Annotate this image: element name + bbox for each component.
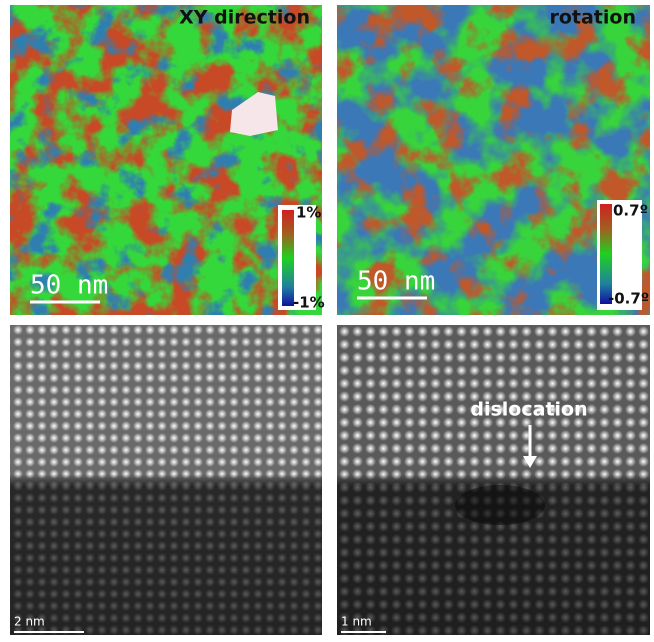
strain-map: XY direction 50 nm 1% -1% xyxy=(10,5,325,315)
scale-bar-label: 1 nm xyxy=(341,615,372,629)
figure: XY direction 50 nm 1% -1% rotation 50 nm… xyxy=(0,0,654,638)
scale-bar-label: 50 nm xyxy=(357,267,435,297)
stem-image: 2 nm xyxy=(10,325,322,635)
annotation: dislocation xyxy=(470,399,587,421)
scale-bar-label: 2 nm xyxy=(14,615,45,629)
colorbar-min: -1% xyxy=(293,294,325,312)
panel-title: XY direction xyxy=(179,7,310,29)
colorbar-max: 0.7º xyxy=(613,202,648,220)
panel-title: rotation xyxy=(549,7,636,29)
rotation-map: rotation 50 nm 0.7º -0.7º xyxy=(337,5,650,315)
scale-bar-label: 50 nm xyxy=(30,271,108,301)
colorbar-max: 1% xyxy=(296,204,321,222)
colorbar-min: -0.7º xyxy=(608,290,649,308)
stem-image: dislocation 1 nm xyxy=(337,325,650,635)
